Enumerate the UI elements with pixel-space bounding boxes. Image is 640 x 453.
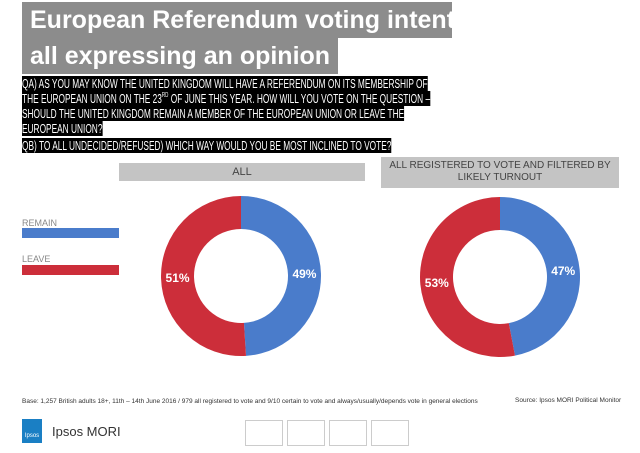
legend-leave-swatch <box>22 265 119 275</box>
thumbnail[interactable] <box>245 420 283 446</box>
donut-slice-remain <box>241 196 321 356</box>
question-line: EUROPEAN UNION? <box>22 121 103 136</box>
data-label: 47% <box>551 264 575 278</box>
question-text: OF JUNE THIS YEAR. HOW WILL YOU VOTE ON … <box>168 91 431 106</box>
superscript: RD <box>161 92 169 99</box>
legend-leave-label: LEAVE <box>22 254 51 264</box>
thumbnail[interactable] <box>287 420 325 446</box>
title-line-1: European Referendum voting intention <box>22 2 493 38</box>
question-block: QA) AS YOU MAY KNOW THE UNITED KINGDOM W… <box>22 76 431 153</box>
question-text: THE EUROPEAN UNION ON THE 23 <box>22 91 162 106</box>
chart-2-header: ALL REGISTERED TO VOTE AND FILTERED BY L… <box>381 157 619 188</box>
question-line: QA) AS YOU MAY KNOW THE UNITED KINGDOM W… <box>22 76 428 91</box>
chart-1-header: ALL <box>119 163 365 181</box>
thumbnail[interactable] <box>329 420 367 446</box>
question-qb: QB) TO ALL UNDECIDED/REFUSED) WHICH WAY … <box>22 138 392 153</box>
footer-source: Source: Ipsos MORI Political Monitor <box>515 397 622 404</box>
donut-slice-leave <box>160 196 247 357</box>
thumbnail[interactable] <box>371 420 409 446</box>
data-label: 53% <box>425 276 449 290</box>
title-line-2: all expressing an opinion <box>22 38 339 74</box>
brand-name: Ipsos MORI <box>52 424 121 439</box>
legend-remain-label: REMAIN <box>22 218 58 228</box>
data-label: 51% <box>166 271 190 285</box>
footer-base-note: Base: 1,257 British adults 18+, 11th – 1… <box>22 398 478 405</box>
donut-slice-leave <box>420 197 515 357</box>
question-line: SHOULD THE UNITED KINGDOM REMAIN A MEMBE… <box>22 106 405 121</box>
donut-slice-remain <box>500 197 581 356</box>
question-line: THE EUROPEAN UNION ON THE 23RD OF JUNE T… <box>22 91 431 106</box>
legend-remain-swatch <box>22 228 119 238</box>
data-label: 49% <box>292 267 316 281</box>
ipsos-logo: Ipsos <box>22 419 42 443</box>
